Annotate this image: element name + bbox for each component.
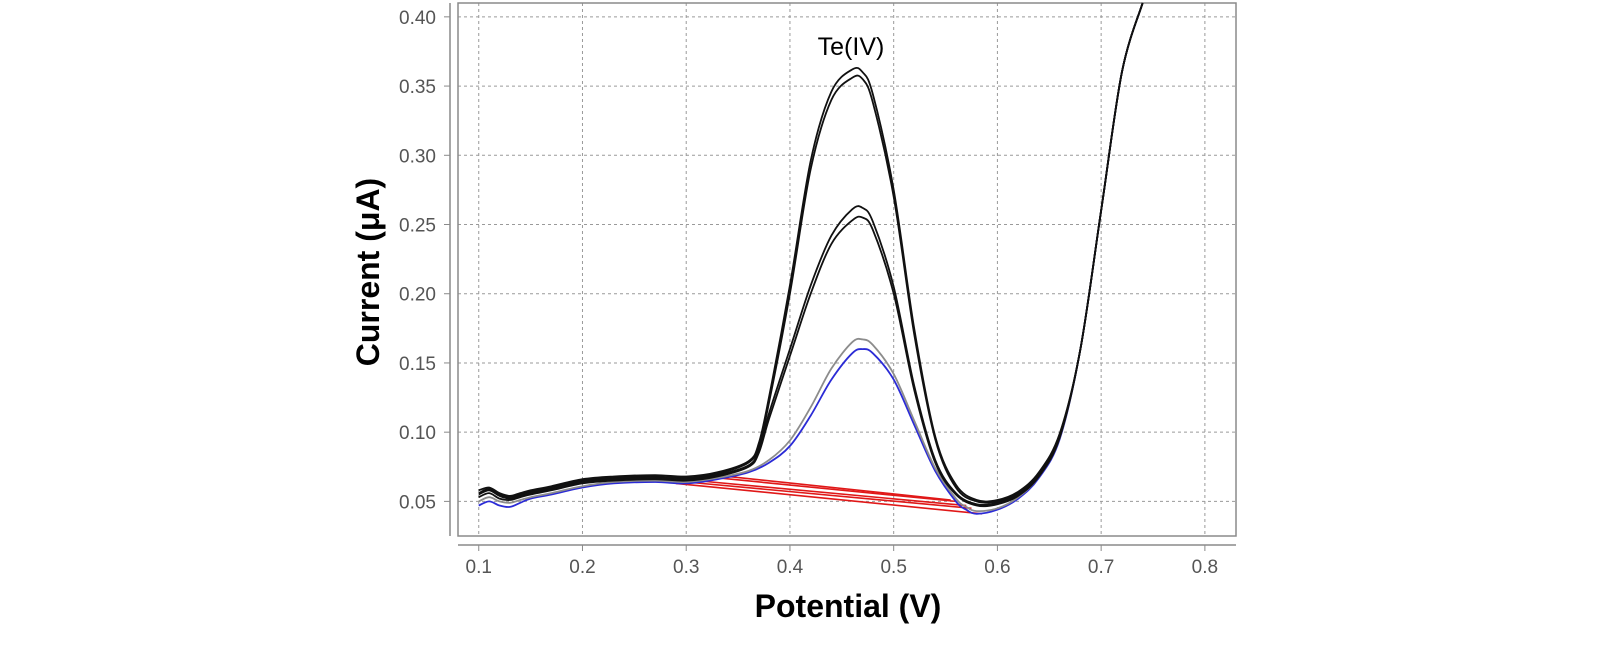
y-tick-label: 0.20 [399, 285, 436, 306]
plot-frame [457, 2, 1237, 537]
y-tick-label: 0.25 [399, 216, 436, 237]
x-tick-label: 0.4 [777, 557, 804, 578]
y-tick-label: 0.35 [399, 77, 436, 98]
baseline-lines [675, 475, 982, 515]
peak-annotation: Te(IV) [818, 33, 885, 61]
x-tick-label: 0.3 [673, 557, 699, 578]
y-tick-label: 0.15 [399, 354, 436, 375]
x-tick-label: 0.7 [1088, 557, 1114, 578]
x-tick-label: 0.2 [569, 557, 595, 578]
series-line [478, 2, 1144, 515]
series-line [478, 2, 1144, 508]
x-axis-title: Potential (V) [755, 588, 942, 624]
x-tick-label: 0.5 [880, 557, 906, 578]
series-line [478, 2, 1144, 504]
tick-labels: 0.1 0.2 0.3 0.4 0.5 0.6 0.7 0.8 0.05 0.10 0.15 0.20… [399, 8, 1218, 578]
baseline-segment [675, 482, 982, 515]
baseline-segment [686, 481, 972, 510]
series-line [478, 2, 1144, 503]
x-tick-label: 0.8 [1192, 557, 1218, 578]
data-series [478, 2, 1144, 515]
baseline-segment [727, 475, 951, 501]
x-tick-label: 0.1 [466, 557, 492, 578]
grid-lines [458, 3, 1236, 536]
y-axis-title: Current (μA) [350, 178, 386, 366]
y-tick-label: 0.05 [399, 492, 436, 513]
y-tick-label: 0.30 [399, 146, 436, 167]
baseline-segment [717, 477, 956, 503]
y-tick-label: 0.10 [399, 423, 436, 444]
series-line [478, 2, 1144, 506]
x-tick-label: 0.6 [984, 557, 1010, 578]
series-line [478, 2, 1144, 513]
y-tick-label: 0.40 [399, 8, 436, 29]
axes [444, 2, 1237, 551]
baseline-segment [696, 479, 967, 507]
